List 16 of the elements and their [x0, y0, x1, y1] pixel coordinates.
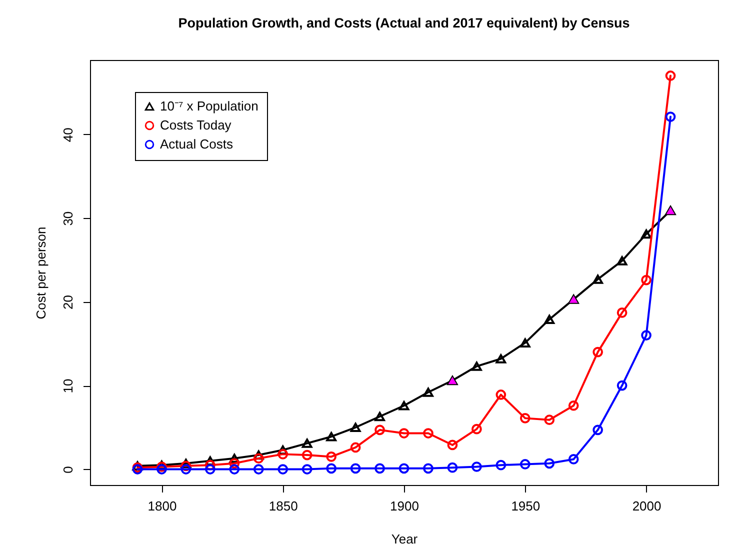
x-tick-label: 1800: [148, 498, 177, 514]
y-tick-label: 0: [60, 466, 76, 474]
legend-label: Actual Costs: [160, 136, 234, 152]
x-tick-label: 1850: [268, 498, 298, 514]
x-tick-label: 1950: [511, 498, 540, 514]
x-tick-label: 1900: [390, 498, 419, 514]
y-tick-label: 20: [60, 295, 76, 310]
chart-title: Population Growth, and Costs (Actual and 2017 equivalent) by Census: [178, 16, 630, 30]
y-tick-label: 30: [60, 211, 76, 226]
y-tick-label: 10: [60, 378, 76, 394]
legend-label: 10⁻⁷ x Population: [160, 98, 258, 114]
x-tick-label: 2000: [632, 498, 662, 514]
legend-label: Costs Today: [160, 118, 232, 132]
x-axis-title: Year: [391, 532, 418, 546]
y-axis-title: Cost per person: [34, 226, 48, 320]
y-tick-label: 40: [60, 128, 76, 142]
